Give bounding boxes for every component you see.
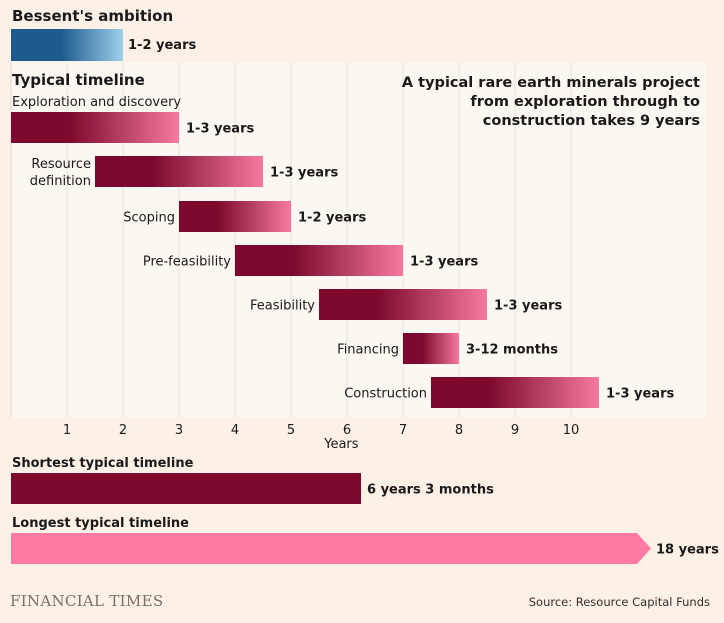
stage-name: Exploration and discovery bbox=[12, 95, 181, 110]
shortest-bar bbox=[11, 473, 361, 504]
total-title: Longest typical timeline bbox=[12, 516, 189, 531]
stage-bar bbox=[179, 201, 291, 232]
annotation: A typical rare earth minerals project fro… bbox=[402, 75, 700, 129]
total-value-label: 18 years bbox=[656, 543, 719, 558]
stage-name: Construction bbox=[344, 387, 427, 402]
stage-name: Pre-feasibility bbox=[143, 255, 231, 270]
x-tick-label: 8 bbox=[455, 423, 463, 438]
total-timelines: Shortest typical timeline 6 years 3 month… bbox=[11, 456, 719, 564]
stage-bar bbox=[11, 112, 179, 143]
stage-duration-label: 1-3 years bbox=[494, 299, 562, 314]
total-value-label: 6 years 3 months bbox=[367, 483, 494, 498]
stage-duration-label: 1-2 years bbox=[298, 211, 366, 226]
x-tick-label: 7 bbox=[399, 423, 407, 438]
stage-bar bbox=[95, 156, 263, 187]
x-tick-label: 4 bbox=[231, 423, 239, 438]
stage-bar bbox=[431, 377, 599, 408]
stage-row: 1-3 years Exploration and discovery bbox=[11, 95, 254, 143]
stage-duration-label: 3-12 months bbox=[466, 343, 558, 358]
x-tick-label: 10 bbox=[563, 423, 580, 438]
ambition-title: Bessent's ambition bbox=[12, 7, 173, 25]
x-tick-label: 5 bbox=[287, 423, 295, 438]
ambition-bar-label: 1-2 years bbox=[128, 38, 196, 53]
stage-name: definition bbox=[30, 174, 91, 189]
stage-duration-label: 1-3 years bbox=[606, 387, 674, 402]
stage-row: 1-3 years Resource definition bbox=[30, 156, 338, 189]
annotation-line: construction takes 9 years bbox=[483, 113, 700, 129]
x-tick-label: 3 bbox=[175, 423, 183, 438]
x-axis-ticks: 1 2 3 4 5 6 7 8 9 10 bbox=[63, 423, 579, 438]
stage-row: 1-3 years Pre-feasibility bbox=[143, 245, 478, 276]
stage-name: Scoping bbox=[123, 211, 175, 226]
x-tick-label: 1 bbox=[63, 423, 71, 438]
stage-bar bbox=[403, 333, 459, 364]
ambition-group: 1-2 years bbox=[11, 29, 196, 61]
stage-duration-label: 1-3 years bbox=[410, 255, 478, 270]
source-note: Source: Resource Capital Funds bbox=[528, 595, 710, 609]
stage-row: 1-3 years Feasibility bbox=[250, 289, 562, 320]
longest-bar-arrow bbox=[11, 533, 651, 564]
annotation-line: A typical rare earth minerals project bbox=[402, 75, 700, 91]
total-row: Shortest typical timeline 6 years 3 month… bbox=[11, 456, 494, 504]
x-tick-label: 2 bbox=[119, 423, 127, 438]
stage-name: Resource bbox=[31, 157, 91, 172]
annotation-line: from exploration through to bbox=[470, 94, 700, 110]
ft-logo: FINANCIAL TIMES bbox=[10, 592, 164, 610]
total-row: Longest typical timeline 18 years bbox=[11, 516, 719, 564]
stage-row: 1-2 years Scoping bbox=[123, 201, 366, 232]
stage-name: Feasibility bbox=[250, 299, 315, 314]
total-title: Shortest typical timeline bbox=[12, 456, 194, 471]
stage-bar bbox=[235, 245, 403, 276]
ambition-bar bbox=[11, 29, 123, 61]
stage-name: Financing bbox=[337, 343, 399, 358]
stage-row: 1-3 years Construction bbox=[344, 377, 674, 408]
stage-bar bbox=[319, 289, 487, 320]
x-axis-label: Years bbox=[323, 437, 359, 452]
x-tick-label: 9 bbox=[511, 423, 519, 438]
stage-duration-label: 1-3 years bbox=[186, 122, 254, 137]
stage-row: 3-12 months Financing bbox=[337, 333, 558, 364]
x-tick-label: 6 bbox=[343, 423, 351, 438]
stage-duration-label: 1-3 years bbox=[270, 166, 338, 181]
typical-title: Typical timeline bbox=[12, 71, 145, 89]
